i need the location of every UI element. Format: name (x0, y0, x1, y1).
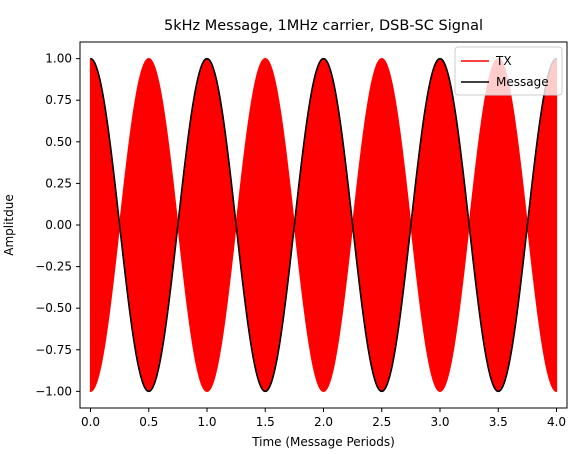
y-tick-label: −0.50 (35, 301, 72, 315)
x-tick-label: 4.0 (547, 415, 566, 429)
legend-label: TX (495, 54, 512, 68)
legend-label: Message (496, 75, 549, 89)
x-axis: 0.0 0.5 1.0 1.5 2.0 2.5 3.0 3.5 4.0 (81, 408, 566, 429)
x-tick-label: 2.5 (372, 415, 391, 429)
legend: TX Message (454, 46, 563, 96)
x-tick-label: 0.5 (139, 415, 158, 429)
x-tick-label: 1.0 (197, 415, 216, 429)
y-tick-label: −0.25 (35, 260, 72, 274)
x-tick-label: 1.5 (256, 415, 275, 429)
x-axis-label: Time (Message Periods) (251, 435, 395, 449)
x-tick-label: 2.0 (314, 415, 333, 429)
series-message-line (90, 57, 557, 393)
y-tick-label: 1.00 (45, 52, 72, 66)
legend-box (454, 46, 563, 96)
x-tick-label: 3.5 (489, 415, 508, 429)
x-tick-label: 3.0 (430, 415, 449, 429)
series-tx-signal (89, 57, 558, 393)
y-axis: 1.00 0.75 0.50 0.25 0.00 −0.25 −0.50 −0.75 −1.00 (35, 52, 80, 398)
y-tick-label: 0.00 (45, 218, 72, 232)
y-tick-label: 0.25 (45, 176, 72, 190)
y-tick-label: 0.50 (45, 135, 72, 149)
y-axis-label: Amplitdue (2, 194, 16, 256)
chart-title: 5kHz Message, 1MHz carrier, DSB-SC Signa… (164, 18, 483, 34)
y-tick-label: 0.75 (45, 93, 72, 107)
y-tick-label: −0.75 (35, 343, 72, 357)
x-tick-label: 0.0 (81, 415, 100, 429)
y-tick-label: −1.00 (35, 384, 72, 398)
plot-data-area (89, 57, 558, 393)
